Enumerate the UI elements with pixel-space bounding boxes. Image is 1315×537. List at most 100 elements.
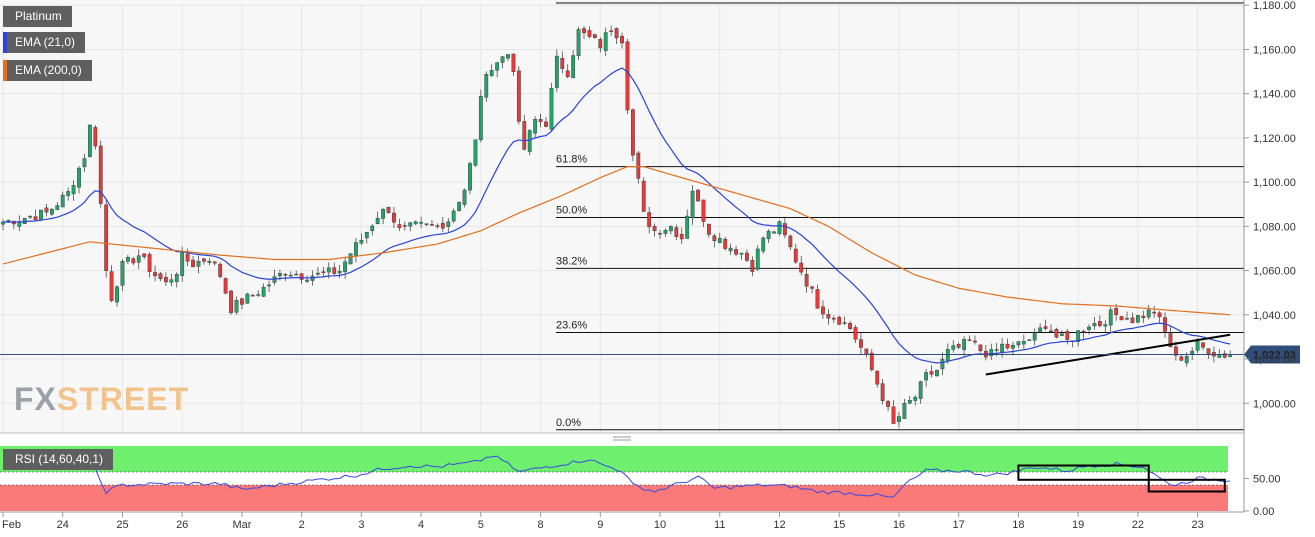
candle-down [587, 30, 592, 37]
candle-down [321, 271, 326, 273]
candle-down [831, 317, 836, 320]
candle-up [1217, 354, 1222, 358]
candle-down [929, 371, 934, 375]
candle-up [576, 29, 581, 57]
candle-down [1168, 333, 1173, 348]
candle-up [370, 225, 375, 232]
legend-rsi-swatch [3, 449, 7, 470]
candle-up [28, 216, 33, 218]
candle-up [419, 222, 424, 224]
candle-down [598, 39, 603, 49]
candle-down [1206, 348, 1211, 355]
candle-up [772, 231, 776, 234]
candle-down [202, 258, 206, 262]
time-tick-label: 3 [358, 519, 364, 531]
candle-down [1114, 307, 1119, 315]
fib-label: 23.6% [556, 319, 587, 331]
rsi-line [2, 455, 1231, 498]
candle-down [630, 109, 635, 156]
candle-down [826, 314, 831, 319]
candle-down [33, 216, 38, 221]
candle-down [625, 41, 630, 111]
candle-down [859, 339, 863, 348]
candle-up [918, 381, 923, 399]
candle-up [495, 62, 500, 71]
candle-down [163, 277, 168, 283]
candle-up [354, 242, 358, 256]
candle-up [1038, 327, 1043, 332]
price-tick-label: 1,040.00 [1253, 310, 1296, 322]
candle-up [989, 349, 994, 357]
candle-up [761, 237, 766, 252]
time-tick-label: 25 [116, 519, 128, 531]
candle-down [93, 127, 98, 147]
candle-down [299, 273, 304, 280]
rsi-overbought-zone [0, 446, 1228, 472]
candle-down [1179, 356, 1184, 361]
candle-up [337, 271, 342, 274]
candle-up [940, 358, 945, 370]
candle-up [267, 284, 271, 287]
candle-down [218, 263, 223, 277]
candle-down [430, 224, 434, 226]
price-tick-label: 1,060.00 [1253, 266, 1296, 278]
time-tick-label: 15 [833, 519, 845, 531]
candle-down [880, 383, 885, 402]
fib-label: 50.0% [556, 205, 587, 217]
time-tick-label: 10 [654, 519, 666, 531]
candle-up [1000, 343, 1005, 353]
candle-down [44, 207, 49, 213]
candle-up [902, 402, 907, 419]
candle-down [1141, 315, 1146, 318]
candle-down [153, 272, 157, 277]
candle-up [256, 294, 261, 296]
candle-down [973, 340, 977, 343]
candle-down [609, 30, 614, 32]
legend-ema-short[interactable]: EMA (21,0) [3, 32, 86, 53]
legend-rsi[interactable]: RSI (14,60,40,1) [3, 449, 114, 470]
time-tick-label: 16 [893, 519, 905, 531]
candle-down [522, 121, 527, 150]
candle-up [663, 230, 668, 234]
rsi-annotation-box [1017, 464, 1150, 481]
legend-ema-short-swatch [3, 32, 7, 53]
candle-down [864, 348, 869, 355]
candle-up [446, 221, 451, 227]
candle-down [1130, 317, 1135, 323]
candle-down [185, 253, 190, 262]
candle-down [511, 53, 516, 72]
current-price-label: 1,022.03 [1253, 350, 1296, 362]
candle-down [386, 207, 391, 213]
candle-down [240, 298, 244, 305]
candle-down [875, 370, 880, 385]
candle-down [283, 273, 288, 276]
candle-up [549, 88, 554, 130]
candle-up [261, 286, 266, 297]
candle-up [766, 230, 771, 239]
ema-short-line [2, 67, 1231, 364]
legend-ema-long[interactable]: EMA (200,0) [3, 60, 92, 81]
candle-down [1201, 342, 1205, 348]
candle-up [120, 261, 125, 286]
candle-up [897, 416, 901, 422]
candle-up [728, 247, 733, 252]
time-tick-label: 18 [1012, 519, 1024, 531]
candle-down [620, 35, 624, 44]
legend-instrument[interactable]: Platinum [3, 6, 72, 27]
candle-down [869, 352, 874, 370]
ema-long-line [2, 166, 1231, 316]
legend-ema-short-label: EMA (21,0) [7, 32, 86, 53]
candle-down [1005, 343, 1010, 349]
candle-down [1065, 331, 1070, 340]
candle-down [804, 274, 809, 287]
candle-down [592, 34, 597, 38]
price-plot-area [0, 0, 1244, 433]
time-tick-label: 8 [538, 519, 544, 531]
time-tick-label: 22 [1132, 519, 1144, 531]
candle-up [316, 272, 320, 275]
candle-up [1087, 326, 1091, 330]
candle-down [696, 189, 700, 202]
candle-down [967, 339, 972, 341]
